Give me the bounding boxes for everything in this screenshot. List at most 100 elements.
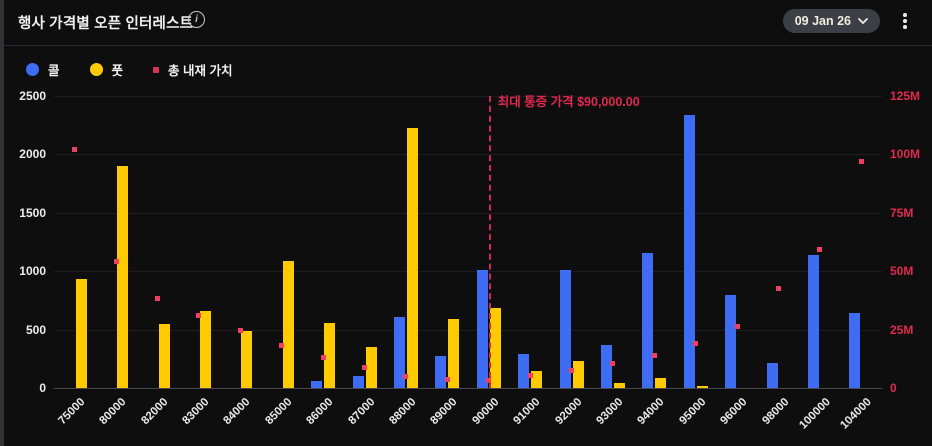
put-bar[interactable] (199, 310, 211, 388)
x-axis-label: 94000 (635, 396, 667, 428)
put-bar[interactable] (324, 322, 336, 388)
left-axis-tick: 2000 (19, 147, 46, 162)
x-axis-label: 91000 (511, 396, 543, 428)
intrinsic-value-point[interactable] (527, 373, 533, 379)
left-axis-tick: 1000 (19, 264, 46, 279)
intrinsic-value-point[interactable] (776, 286, 781, 292)
info-icon[interactable]: i (188, 11, 205, 28)
intrinsic-value-point[interactable] (858, 158, 864, 164)
call-bar[interactable] (849, 312, 861, 388)
x-axis-label: 98000 (759, 396, 791, 428)
card-header: 행사 가격별 오픈 인터레스트 i 09 Jan 26 (4, 0, 932, 46)
intrinsic-value-point[interactable] (196, 313, 202, 319)
x-axis-label: 84000 (221, 396, 253, 428)
intrinsic-swatch-icon (153, 66, 160, 73)
intrinsic-value-point[interactable] (444, 377, 450, 383)
call-bar[interactable] (352, 375, 364, 388)
right-axis-tick: 25M (890, 322, 914, 337)
put-bar[interactable] (572, 361, 584, 388)
put-bar[interactable] (158, 323, 170, 388)
date-selector-button[interactable]: 09 Jan 26 (782, 9, 880, 33)
call-bar[interactable] (476, 270, 488, 388)
x-axis-label: 104000 (838, 396, 874, 432)
left-axis-tick: 0 (39, 381, 46, 395)
intrinsic-value-point[interactable] (651, 352, 657, 358)
call-bar[interactable] (725, 295, 737, 388)
gridline (54, 96, 882, 97)
intrinsic-value-point[interactable] (155, 295, 160, 301)
chart-plot-area: 0 0 500 25M 1000 50M 1500 75M 2000 100M 2500 125M 75… (4, 0, 932, 446)
date-selector-label: 09 Jan 26 (794, 14, 851, 28)
legend-call-label: 콜 (48, 64, 60, 78)
call-bar[interactable] (435, 355, 447, 388)
call-bar[interactable] (807, 255, 819, 388)
gridline (54, 388, 882, 389)
legend-put-label: 풋 (111, 64, 124, 78)
put-bar[interactable] (696, 386, 708, 388)
call-bar[interactable] (642, 253, 654, 388)
legend-item-intrinsic[interactable]: 총 내재 가치 (153, 60, 232, 79)
call-bar[interactable] (600, 344, 612, 388)
put-bar[interactable] (75, 279, 87, 388)
intrinsic-value-point[interactable] (237, 328, 243, 334)
call-swatch-icon (26, 63, 39, 76)
put-bar[interactable] (531, 371, 543, 388)
put-bar[interactable] (448, 319, 460, 388)
put-bar[interactable] (489, 307, 501, 388)
gridline (54, 154, 882, 156)
x-axis-label: 88000 (387, 396, 419, 428)
call-bar[interactable] (766, 363, 778, 388)
x-axis-label: 86000 (304, 396, 336, 428)
chart-legend: 콜 풋 총 내재 가치 (26, 60, 232, 79)
intrinsic-value-point[interactable] (320, 355, 326, 361)
max-pain-annotation: 최대 통증 가격 $90,000.00 (497, 95, 640, 109)
right-axis-tick: 100M (890, 147, 921, 162)
right-axis-tick: 75M (890, 205, 914, 220)
put-bar[interactable] (613, 383, 625, 388)
put-bar[interactable] (406, 127, 418, 388)
left-axis-tick: 2500 (19, 89, 46, 103)
x-axis-label: 90000 (470, 396, 502, 428)
legend-item-put[interactable]: 풋 (89, 60, 124, 79)
left-axis-tick: 1500 (19, 205, 46, 220)
legend-intrinsic-label: 총 내재 가치 (168, 64, 233, 78)
intrinsic-value-point[interactable] (610, 361, 616, 367)
put-swatch-icon (89, 63, 103, 76)
x-axis-label: 83000 (180, 396, 212, 428)
call-bar[interactable] (393, 316, 405, 388)
intrinsic-value-point[interactable] (734, 324, 740, 330)
call-bar[interactable] (518, 353, 530, 388)
intrinsic-value-point[interactable] (113, 259, 119, 265)
intrinsic-value-point[interactable] (693, 340, 699, 346)
x-axis-label: 92000 (552, 396, 584, 428)
x-axis-label: 100000 (796, 396, 833, 432)
x-axis-label: 80000 (97, 396, 129, 428)
put-bar[interactable] (655, 378, 667, 388)
kebab-menu-icon[interactable] (896, 11, 914, 31)
x-axis-label: 75000 (56, 396, 88, 428)
put-bar[interactable] (117, 166, 129, 388)
x-axis-label: 85000 (263, 396, 295, 428)
x-axis-label: 93000 (594, 396, 626, 428)
call-bar[interactable] (683, 114, 695, 388)
call-bar[interactable] (311, 380, 323, 388)
x-axis-label: 89000 (428, 396, 460, 428)
intrinsic-value-point[interactable] (403, 373, 409, 379)
legend-item-call[interactable]: 콜 (26, 60, 60, 79)
intrinsic-value-point[interactable] (817, 246, 823, 252)
put-bar[interactable] (365, 346, 377, 388)
put-bar[interactable] (241, 330, 253, 388)
intrinsic-value-point[interactable] (362, 365, 367, 371)
x-axis-label: 87000 (345, 396, 377, 428)
x-axis-label: 95000 (677, 396, 709, 428)
intrinsic-value-point[interactable] (279, 343, 285, 349)
right-axis-tick: 125M (890, 89, 921, 103)
intrinsic-value-point[interactable] (569, 368, 574, 374)
gridline (54, 271, 882, 273)
left-axis-tick: 500 (25, 322, 46, 337)
right-axis-tick: 50M (890, 264, 914, 279)
intrinsic-value-point[interactable] (72, 147, 78, 153)
call-bar[interactable] (559, 270, 571, 388)
put-bar[interactable] (282, 261, 294, 388)
